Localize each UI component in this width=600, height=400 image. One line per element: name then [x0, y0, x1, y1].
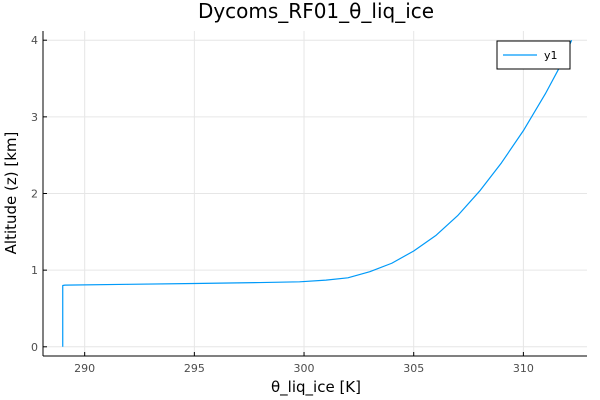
legend: y1: [496, 40, 571, 70]
x-tick-label: 290: [74, 362, 95, 375]
y-tick-label: 3: [31, 111, 38, 124]
x-tick-label: 300: [294, 362, 315, 375]
y-tick-label: 2: [31, 188, 38, 201]
series-line-y1: [62, 39, 573, 347]
x-tick-label: 310: [513, 362, 534, 375]
axes-frame: [42, 31, 587, 357]
x-tick-label: 295: [184, 362, 205, 375]
tick-labels: 290 295 300 305 310 0 1 2 3 4: [31, 34, 534, 375]
y-axis-label: Altitude (z) [km]: [2, 132, 20, 255]
y-tick-label: 4: [31, 34, 38, 47]
grid: [43, 31, 587, 356]
x-axis-label: θ_liq_ice [K]: [271, 378, 361, 397]
y-tick-label: 0: [31, 341, 38, 354]
x-tick-label: 305: [403, 362, 424, 375]
legend-label: y1: [544, 49, 558, 62]
plot-area: [62, 39, 573, 347]
y-tick-label: 1: [31, 264, 38, 277]
chart-title: Dycoms_RF01_θ_liq_ice: [198, 0, 434, 23]
